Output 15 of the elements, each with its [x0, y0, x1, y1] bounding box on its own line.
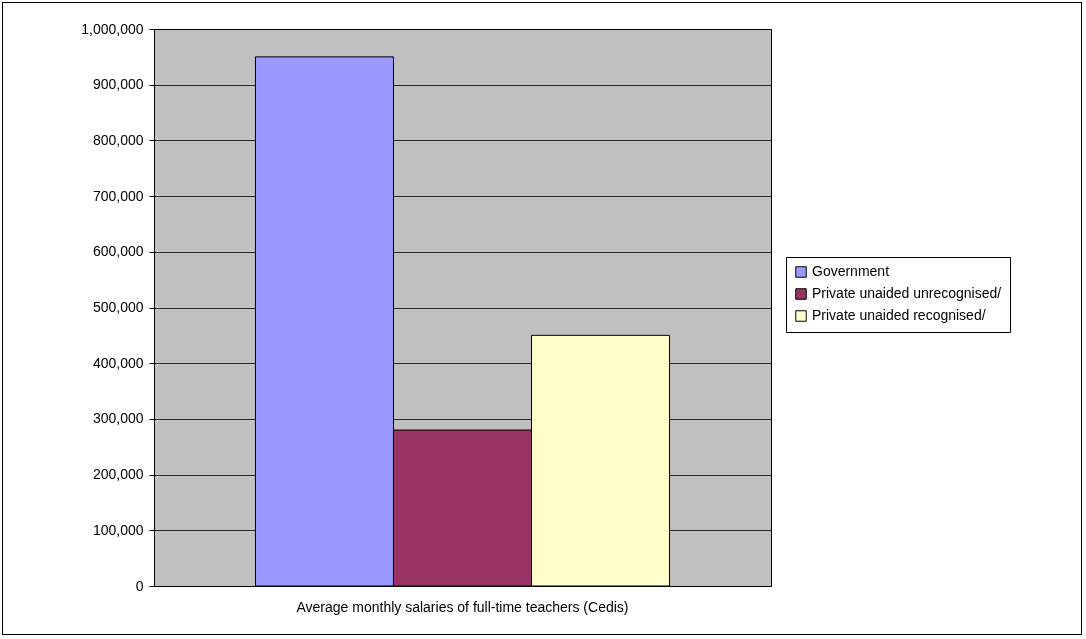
y-tick-label: 900,000 [92, 76, 144, 93]
y-tick-label: 700,000 [92, 187, 144, 204]
y-tick-label: 0 [135, 577, 144, 594]
y-tick-label: 1,000,000 [81, 20, 144, 37]
y-tick-label: 600,000 [92, 243, 144, 260]
legend-label: Government [812, 263, 890, 279]
y-tick-label: 400,000 [92, 354, 144, 371]
y-tick-label: 800,000 [92, 131, 144, 148]
y-tick-label: 500,000 [92, 299, 144, 315]
y-tick-label: 100,000 [92, 521, 144, 538]
y-tick-label: 200,000 [92, 466, 144, 483]
legend-label: Private unaided recognised/ [812, 307, 986, 323]
x-tick-label: Average monthly salaries of full-time teachers (Cedis) [296, 598, 629, 615]
y-tick-label: 300,000 [92, 410, 144, 427]
legend-label: Private unaided unrecognised/ [812, 285, 1002, 301]
